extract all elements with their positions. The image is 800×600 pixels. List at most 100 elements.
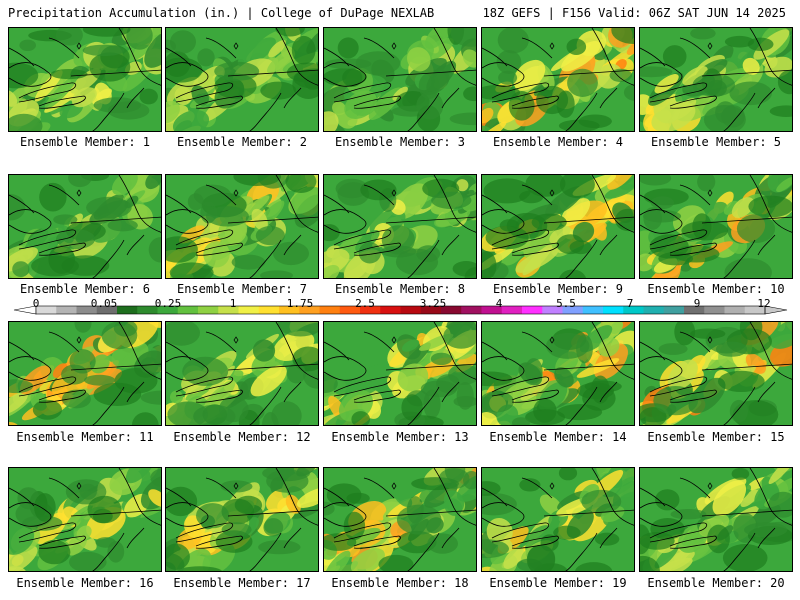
ensemble-member-map bbox=[323, 174, 477, 279]
precip-map-svg bbox=[482, 468, 634, 571]
ensemble-member-map bbox=[481, 174, 635, 279]
ensemble-member-label: Ensemble Member: 6 bbox=[19, 282, 151, 296]
colorbar-swatch bbox=[481, 306, 503, 314]
colorbar-tick-label: 1.75 bbox=[286, 297, 314, 310]
precip-map-svg bbox=[166, 175, 318, 278]
precip-map-svg bbox=[324, 175, 476, 278]
ensemble-member-label: Ensemble Member: 18 bbox=[331, 576, 469, 590]
ensemble-member-map bbox=[323, 27, 477, 132]
colorbar-swatch bbox=[501, 306, 523, 314]
ensemble-member-map bbox=[323, 321, 477, 426]
ensemble-member-label: Ensemble Member: 9 bbox=[492, 282, 624, 296]
ensemble-member-map bbox=[165, 174, 319, 279]
ensemble-member-map bbox=[639, 174, 793, 279]
ensemble-member-map bbox=[165, 321, 319, 426]
colorbar-tick-label: 9 bbox=[693, 297, 701, 310]
colorbar-swatch bbox=[56, 306, 77, 314]
ensemble-member-label: Ensemble Member: 3 bbox=[334, 135, 466, 149]
precip-map-svg bbox=[324, 468, 476, 571]
colorbar-swatch bbox=[441, 306, 462, 314]
colorbar-swatch bbox=[380, 306, 401, 314]
colorbar-swatch bbox=[420, 306, 442, 314]
colorbar-swatch bbox=[258, 306, 280, 314]
colorbar-swatch bbox=[623, 306, 644, 314]
ensemble-member-map bbox=[481, 321, 635, 426]
colorbar-swatch bbox=[218, 306, 239, 314]
precip-map-svg bbox=[166, 468, 318, 571]
ensemble-member-label: Ensemble Member: 17 bbox=[173, 576, 311, 590]
colorbar-swatch bbox=[744, 306, 766, 314]
ensemble-member-map bbox=[165, 467, 319, 572]
colorbar-swatch bbox=[522, 306, 543, 314]
colorbar-swatch bbox=[198, 306, 219, 314]
colorbar-swatch bbox=[542, 306, 563, 314]
colorbar-swatch bbox=[319, 306, 341, 314]
precip-map-svg bbox=[9, 468, 161, 571]
run-valid-time: 18Z GEFS | F156 Valid: 06Z SAT JUN 14 20… bbox=[482, 6, 786, 20]
colorbar-tick-label: 2.5 bbox=[355, 297, 375, 310]
colorbar-swatch bbox=[461, 306, 482, 314]
colorbar-swatch bbox=[582, 306, 604, 314]
colorbar-tick-label: 0 bbox=[32, 297, 40, 310]
colorbar-tick-label: 4 bbox=[495, 297, 503, 310]
colorbar-swatch bbox=[603, 306, 624, 314]
colorbar-swatch bbox=[177, 306, 199, 314]
colorbar-swatch bbox=[339, 306, 361, 314]
ensemble-member-label: Ensemble Member: 5 bbox=[650, 135, 782, 149]
ensemble-member-label: Ensemble Member: 16 bbox=[16, 576, 154, 590]
colorbar-tick-label: 1 bbox=[229, 297, 237, 310]
colorbar-tick-label: 7 bbox=[626, 297, 634, 310]
ensemble-member-label: Ensemble Member: 13 bbox=[331, 430, 469, 444]
ensemble-member-label: Ensemble Member: 12 bbox=[173, 430, 311, 444]
colorbar-tick-label: 0.05 bbox=[90, 297, 118, 310]
colorbar-swatch bbox=[36, 306, 57, 314]
colorbar-swatch bbox=[360, 306, 381, 314]
colorbar-swatch bbox=[299, 306, 320, 314]
colorbar-tick-label: 3.25 bbox=[419, 297, 447, 310]
ensemble-member-map bbox=[8, 174, 162, 279]
ensemble-member-label: Ensemble Member: 1 bbox=[19, 135, 151, 149]
ensemble-member-label: Ensemble Member: 15 bbox=[647, 430, 785, 444]
ensemble-member-map bbox=[8, 321, 162, 426]
colorbar-swatch bbox=[117, 306, 138, 314]
precip-map-svg bbox=[9, 175, 161, 278]
ensemble-member-map bbox=[8, 467, 162, 572]
colorbar-swatch bbox=[96, 306, 118, 314]
precip-map-svg bbox=[9, 28, 161, 131]
ensemble-member-label: Ensemble Member: 11 bbox=[16, 430, 154, 444]
ensemble-member-map bbox=[639, 467, 793, 572]
precip-map-svg bbox=[640, 468, 792, 571]
colorbar-tick-label: 0.25 bbox=[154, 297, 182, 310]
colorbar-swatch bbox=[76, 306, 98, 314]
ensemble-member-label: Ensemble Member: 4 bbox=[492, 135, 624, 149]
ensemble-member-label: Ensemble Member: 8 bbox=[334, 282, 466, 296]
ensemble-member-map bbox=[639, 27, 793, 132]
precip-map-svg bbox=[482, 28, 634, 131]
colorbar bbox=[13, 305, 788, 315]
colorbar-tick-label: 12 bbox=[757, 297, 771, 310]
colorbar-swatch bbox=[704, 306, 725, 314]
ensemble-member-label: Ensemble Member: 10 bbox=[647, 282, 785, 296]
colorbar-swatch bbox=[663, 306, 685, 314]
ensemble-member-label: Ensemble Member: 7 bbox=[176, 282, 308, 296]
ensemble-member-label: Ensemble Member: 19 bbox=[489, 576, 627, 590]
precip-map-svg bbox=[324, 28, 476, 131]
ensemble-member-map bbox=[639, 321, 793, 426]
colorbar-swatch bbox=[137, 306, 158, 314]
ensemble-member-map bbox=[481, 467, 635, 572]
ensemble-member-map bbox=[8, 27, 162, 132]
colorbar-swatch bbox=[562, 306, 584, 314]
precip-map-svg bbox=[9, 322, 161, 425]
colorbar-swatch bbox=[684, 306, 705, 314]
colorbar-swatch bbox=[279, 306, 300, 314]
ensemble-member-map bbox=[481, 27, 635, 132]
precip-map-svg bbox=[482, 175, 634, 278]
precip-map-svg bbox=[640, 28, 792, 131]
ensemble-member-label: Ensemble Member: 20 bbox=[647, 576, 785, 590]
ensemble-member-label: Ensemble Member: 14 bbox=[489, 430, 627, 444]
colorbar-swatch bbox=[157, 306, 179, 314]
colorbar-swatch bbox=[643, 306, 665, 314]
colorbar-swatch bbox=[238, 306, 260, 314]
colorbar-tick-label: 5.5 bbox=[556, 297, 576, 310]
precip-map-svg bbox=[640, 322, 792, 425]
